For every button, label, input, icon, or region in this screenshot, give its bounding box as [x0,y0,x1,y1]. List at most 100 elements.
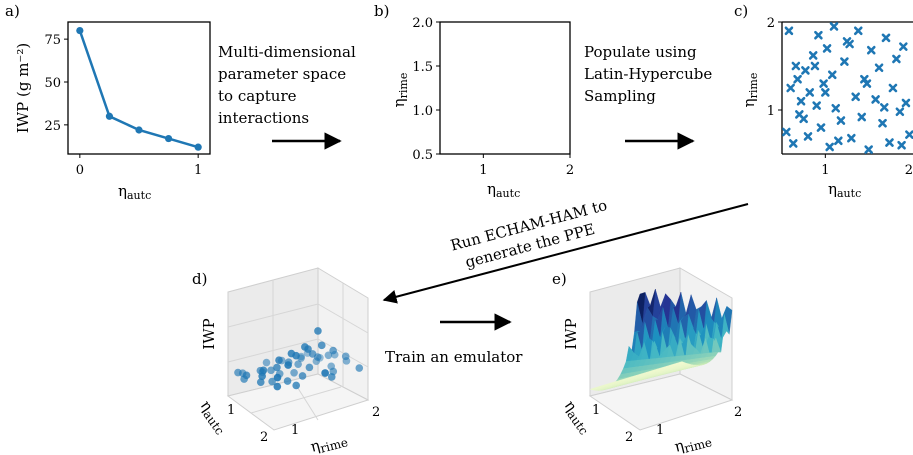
panel-a-ytick-label: 75 [44,33,61,48]
panel-d-point [308,350,317,358]
panel-d-label: d) [192,270,207,288]
panel-d-zlabel: IWP [200,318,218,349]
panel-d-point [242,371,251,380]
panel-d-point [341,352,350,361]
panel-d-point [262,358,271,367]
panel-d-point [294,360,302,368]
panel-a-ticks: 0 1 25 50 75 [44,33,202,178]
panel-c-point [885,138,894,147]
panel-e-floor-pane [588,373,734,431]
step-3-text: Run ECHAM-HAM to generate the PPE [449,195,619,274]
panel-e-rime-tick-2: 2 [734,405,742,420]
panel-d-point [273,382,282,391]
panel-d-rime-tick-2: 2 [372,405,380,420]
panel-c-point [808,51,818,60]
panel-e-autc-tick-1: 1 [592,403,600,418]
panel-b-ytick-label: 1.5 [412,60,433,75]
panel-c-point [853,26,863,36]
panel-d-point [355,364,364,372]
panel-c-point [803,132,813,141]
panel-c-point [892,54,901,64]
panel-c-point [816,123,826,132]
panel-d-point [268,377,276,386]
step-2: Populate using Latin-Hypercube Sampling [584,43,712,150]
panel-c-point [897,140,906,150]
step-1-text: Multi-dimensional parameter space to cap… [218,43,361,127]
panel-d-point [301,343,309,351]
panel-d-point [290,368,298,377]
panel-c-point [801,66,810,75]
panel-c-point [819,79,828,88]
panel-c-point [862,79,872,88]
panel-d: d) IWP 1 2 1 2 ηautc ηrime [192,267,380,455]
panel-e-zlabel: IWP [562,318,580,349]
panel-d-point [267,366,275,375]
step-3-arrow [382,203,749,304]
panel-c-point [874,63,884,73]
panel-c-point [786,83,795,93]
panel-a-frame [67,21,211,155]
panel-a-point [76,26,84,35]
panel-c-point [812,101,821,110]
panel-a-ytick-label: 25 [44,119,61,134]
panel-d-point [284,361,292,369]
panel-c-ytick-label: 2 [767,16,775,31]
panel-a-points [76,26,202,151]
panel-b-xtick-label: 1 [479,163,487,178]
panel-c-point [810,61,820,71]
panel-c-point [827,70,837,80]
panel-a-point [164,134,173,143]
panel-b-ytick-label: 2.0 [412,16,433,31]
panel-b-label: b) [374,2,389,20]
panel-d-autc-tick-1: 1 [227,403,235,418]
panel-b-frame [439,21,571,155]
panel-c-point [895,107,905,117]
panel-d-point [292,381,301,390]
panel-c-point [791,61,801,71]
panel-a-xlabel: ηautc [118,182,151,202]
panel-c-ylabel: ηrime [740,73,760,108]
panel-d-point [305,363,314,372]
panel-d-point [283,377,292,385]
panel-c-point [851,92,860,102]
panel-d-rime-axis-label: ηrime [309,429,350,455]
panel-d-points [234,327,364,391]
panel-c-xtick-label: 1 [821,163,829,178]
panel-b-xtick-label: 2 [566,163,574,178]
panel-c-point [829,22,839,31]
panel-a-point [194,143,202,151]
step-4: Train an emulator [385,313,523,366]
panel-c-points [782,22,913,154]
panel-d-point [321,369,330,377]
panel-b-xlabel: ηautc [487,180,520,200]
panel-c-point [784,26,794,36]
panel-c-point [899,42,908,51]
panel-d-point [317,341,326,350]
panel-c-point [834,136,843,146]
panel-e-surface-cell [589,387,599,391]
panel-c-point [814,30,823,40]
panel-c-point [782,127,791,137]
panel-c-label: c) [734,2,748,20]
panel-d-autc-tick-2: 2 [260,430,268,445]
panel-d-point [287,349,296,358]
panel-e-surface [589,288,733,391]
panel-b-ytick-label: 0.5 [412,148,433,163]
panel-c-point [840,57,849,66]
panel-c-point [831,103,841,113]
panel-d-point [298,372,307,380]
panel-d-point [275,356,283,365]
panel-c-point [879,103,889,112]
panel-c-point [878,118,887,128]
panel-a-ylabel: IWP (g m⁻²) [14,43,32,133]
panel-d-point [273,373,282,382]
panel-b-ylabel: ηrime [390,73,410,108]
panel-c-xlabel: ηautc [828,180,861,200]
panel-d-point [234,368,242,377]
panel-c-point [793,74,802,84]
panel-c-point [866,45,876,55]
panel-b-ticks: 1 2 0.5 1.0 1.5 2.0 [412,16,574,178]
panel-c-point [881,33,891,43]
panel-c-point [888,83,898,93]
